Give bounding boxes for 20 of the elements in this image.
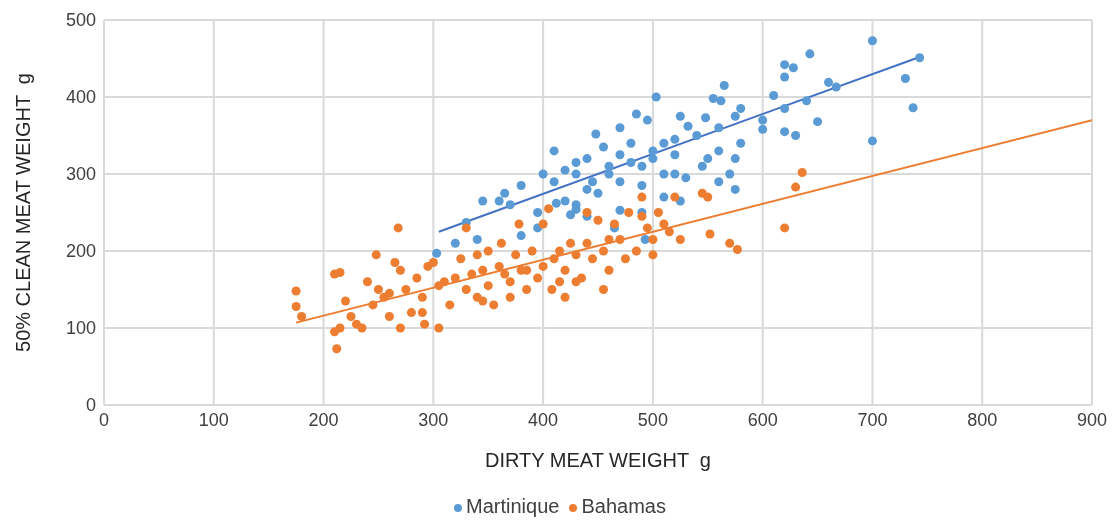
x-tick-label: 0 xyxy=(98,409,110,430)
x-tick-label: 800 xyxy=(967,409,998,430)
y-tick-label: 200 xyxy=(65,241,96,262)
y-tick-label: 300 xyxy=(65,164,96,185)
legend-label: Bahamas xyxy=(581,495,666,517)
x-tick-label: 600 xyxy=(747,409,778,430)
y-tick-label: 400 xyxy=(65,87,96,108)
y-tick-label: 500 xyxy=(65,10,96,31)
x-tick-label: 700 xyxy=(857,409,888,430)
legend-label: Martinique xyxy=(466,495,560,517)
x-axis-title: DIRTY MEAT WEIGHT g xyxy=(485,449,711,471)
x-tick-label: 300 xyxy=(418,409,449,430)
y-axis-title: 50% CLEAN MEAT WEIGHT g xyxy=(12,73,34,352)
x-tick-label: 500 xyxy=(637,409,668,430)
x-tick-label: 100 xyxy=(198,409,229,430)
y-tick-label: 0 xyxy=(85,395,96,416)
x-tick-label: 900 xyxy=(1076,409,1108,430)
y-tick-label: 100 xyxy=(65,318,96,339)
x-tick-label: 200 xyxy=(308,409,339,430)
x-tick-label: 400 xyxy=(528,409,559,430)
